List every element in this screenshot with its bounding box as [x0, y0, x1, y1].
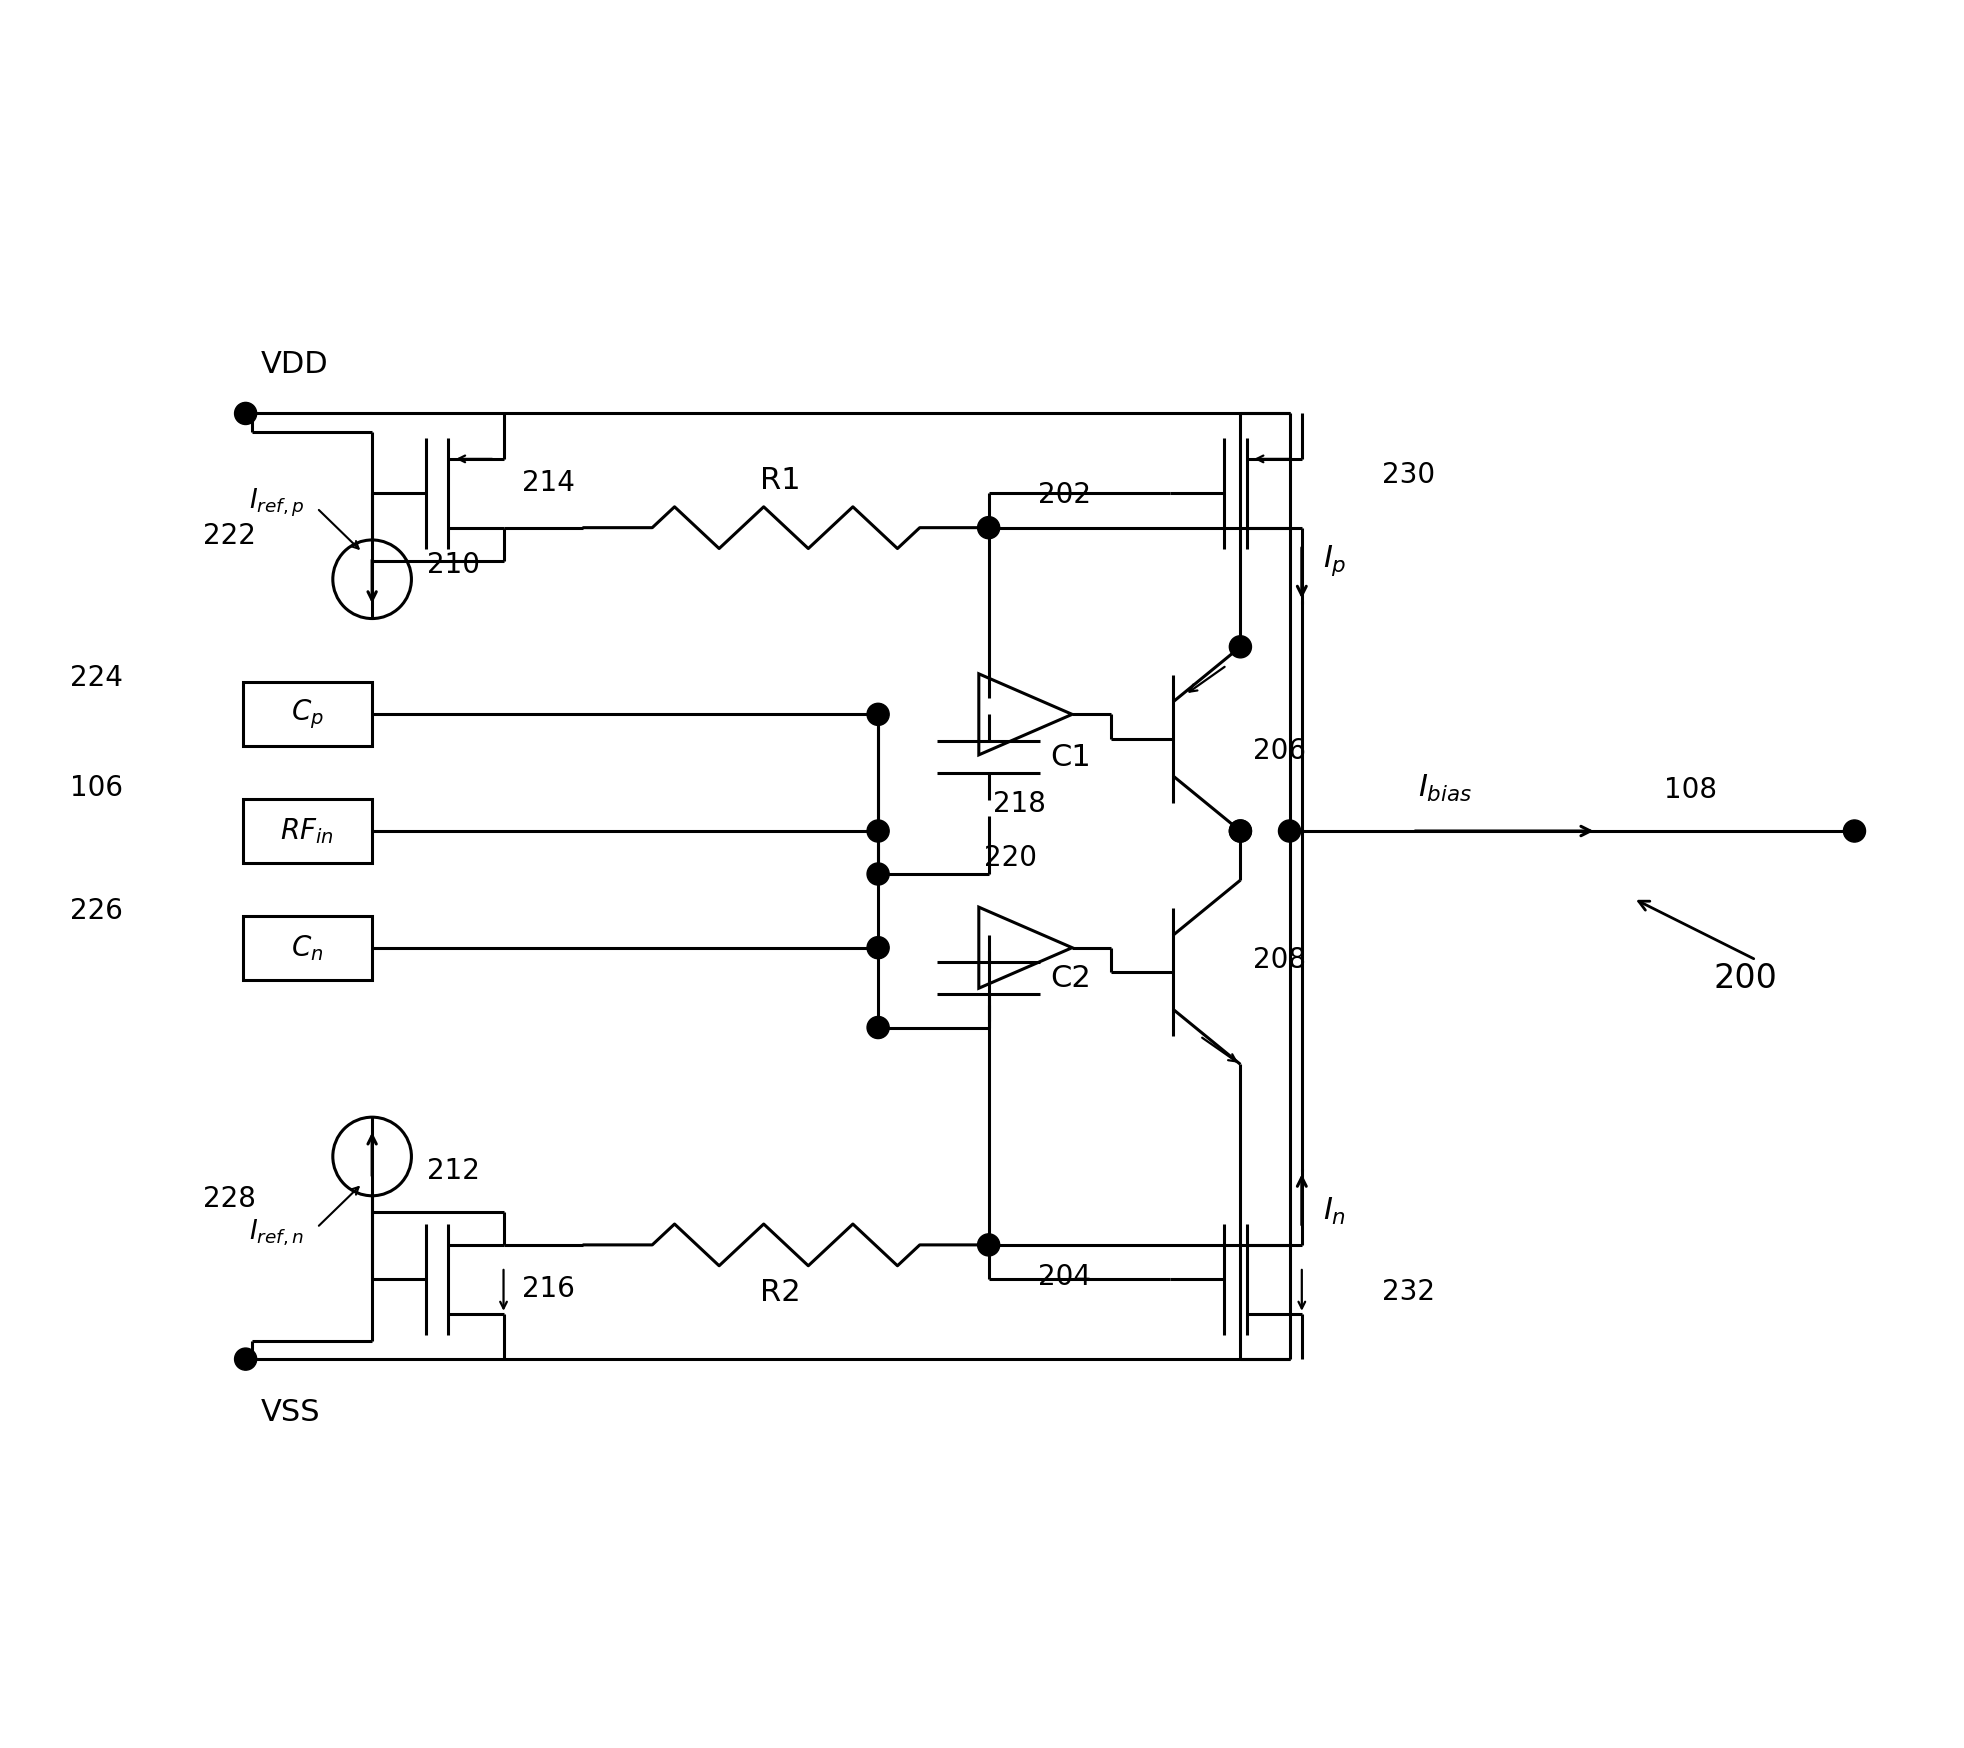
Text: R2: R2: [760, 1278, 799, 1308]
Text: $I_{bias}$: $I_{bias}$: [1418, 773, 1471, 804]
Text: 222: 222: [202, 523, 255, 551]
Circle shape: [1229, 636, 1251, 657]
Circle shape: [866, 864, 890, 884]
Circle shape: [866, 937, 890, 958]
Circle shape: [1279, 820, 1300, 843]
Text: 204: 204: [1037, 1264, 1090, 1292]
Text: 108: 108: [1664, 776, 1717, 804]
Text: 226: 226: [71, 897, 122, 925]
Circle shape: [1842, 820, 1864, 843]
Text: 214: 214: [522, 470, 575, 498]
Text: R1: R1: [760, 465, 799, 495]
Circle shape: [1229, 820, 1251, 843]
Circle shape: [234, 402, 257, 425]
Circle shape: [978, 517, 1000, 538]
Text: $I_{ref,n}$: $I_{ref,n}$: [249, 1217, 304, 1248]
Text: 106: 106: [71, 774, 122, 802]
Text: 216: 216: [522, 1274, 575, 1302]
Text: $C_p$: $C_p$: [291, 697, 324, 731]
Text: 206: 206: [1253, 738, 1304, 766]
Text: $I_n$: $I_n$: [1322, 1196, 1345, 1227]
Text: C2: C2: [1049, 963, 1090, 993]
Text: C1: C1: [1049, 743, 1090, 773]
Circle shape: [866, 820, 890, 843]
Text: 218: 218: [992, 790, 1045, 818]
Text: $I_p$: $I_p$: [1322, 544, 1345, 579]
Text: 210: 210: [428, 551, 479, 579]
Circle shape: [866, 1017, 890, 1038]
Text: 202: 202: [1037, 481, 1090, 509]
Circle shape: [234, 1348, 257, 1370]
Text: $RF_{in}$: $RF_{in}$: [281, 816, 334, 846]
Text: 224: 224: [71, 664, 122, 692]
Text: VSS: VSS: [261, 1398, 320, 1428]
Text: 228: 228: [202, 1185, 255, 1213]
Text: 212: 212: [428, 1157, 479, 1185]
Text: 230: 230: [1381, 461, 1434, 489]
Circle shape: [1229, 820, 1251, 843]
Text: VDD: VDD: [261, 350, 328, 379]
Circle shape: [866, 703, 890, 725]
Text: 220: 220: [984, 844, 1037, 872]
Text: $C_n$: $C_n$: [291, 933, 322, 963]
Text: 200: 200: [1713, 961, 1775, 995]
Circle shape: [978, 1234, 1000, 1257]
Text: 232: 232: [1381, 1278, 1434, 1306]
Text: $I_{ref,p}$: $I_{ref,p}$: [249, 488, 304, 519]
Text: 208: 208: [1253, 946, 1304, 974]
